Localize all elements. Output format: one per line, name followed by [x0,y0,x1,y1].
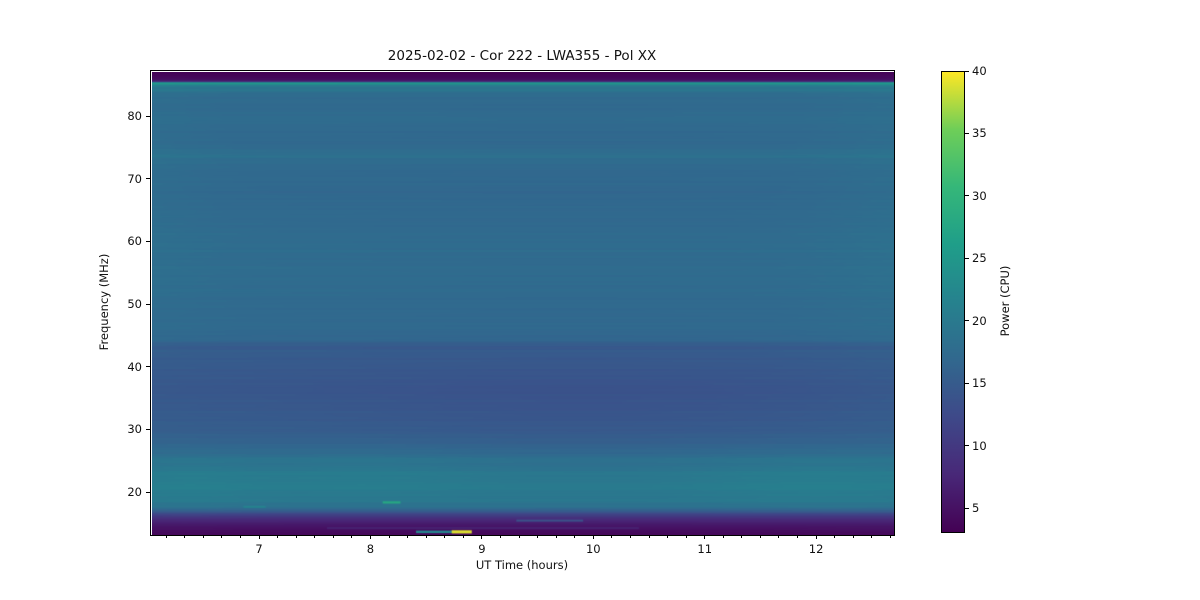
x-tick-label: 12 [808,542,824,556]
colorbar-tick-label: 25 [972,251,987,266]
y-major-tick [146,366,150,368]
x-minor-tick [165,535,167,538]
x-minor-tick [685,535,687,538]
x-minor-tick [629,535,631,538]
y-tick-label: 60 [127,234,142,249]
x-minor-tick [889,535,891,538]
colorbar-tick-label: 40 [972,64,987,78]
colorbar-tick [965,320,969,322]
y-tick-label: 40 [127,359,142,374]
y-tick-label: 20 [127,485,142,500]
colorbar-tick [965,132,969,134]
x-minor-tick [240,535,241,538]
spectrogram-heatmap [152,72,894,535]
y-major-tick [146,491,150,493]
x-minor-tick [332,535,334,538]
colorbar-tick-label: 35 [972,126,987,141]
x-tick-label: 9 [478,542,486,556]
x-minor-tick [295,535,297,538]
x-minor-tick [871,535,873,538]
x-minor-tick [425,535,427,538]
x-minor-tick [258,535,260,538]
x-tick-label: 10 [585,542,601,556]
x-minor-tick [648,535,650,538]
colorbar-tick [965,507,969,509]
colorbar-tick-label: 10 [972,438,987,453]
y-axis-label: Frequency (MHz) [97,253,111,351]
chart-title: 2025-02-02 - Cor 222 - LWA355 - Pol XX [387,48,657,64]
colorbar-tick [965,257,969,259]
y-tick-label: 80 [127,109,142,124]
x-minor-tick [202,535,204,538]
x-minor-tick [369,535,371,538]
y-major-tick [146,428,150,430]
colorbar-tick-label: 5 [972,501,980,516]
x-minor-tick [704,535,706,538]
x-minor-tick [722,535,724,538]
x-minor-tick [778,535,780,538]
y-tick-label: 50 [127,297,142,312]
y-major-tick [146,178,150,180]
x-minor-tick [537,535,539,538]
plot-area [150,70,895,536]
x-minor-tick [834,535,836,538]
colorbar-tick-label: 15 [972,376,987,391]
x-minor-tick [611,535,613,538]
x-minor-tick [407,535,409,538]
x-axis-label: UT Time (hours) [475,558,569,572]
x-minor-tick [815,535,817,538]
x-minor-tick [555,535,557,538]
x-minor-tick [574,535,576,538]
x-minor-tick [221,535,223,538]
colorbar-tick [965,195,969,197]
x-minor-tick [314,535,316,538]
x-minor-tick [351,535,353,538]
x-minor-tick [518,535,520,538]
x-minor-tick [741,535,743,538]
x-minor-tick [444,535,446,538]
x-minor-tick [592,535,594,538]
colorbar-tick-label: 30 [972,188,987,203]
y-major-tick [146,115,150,117]
colorbar-tick [965,70,969,72]
y-major-tick [146,303,150,305]
x-minor-tick [277,535,279,538]
colorbar-tick-label: 20 [972,313,987,328]
x-minor-tick [388,535,390,538]
x-tick-label: 11 [697,542,713,556]
y-tick-label: 70 [127,171,142,186]
x-minor-tick [759,535,761,538]
x-minor-tick [499,535,501,538]
colorbar-label: Power (CPU) [998,265,1012,337]
colorbar-tick [965,445,969,447]
colorbar-tick [965,382,969,384]
x-minor-tick [667,535,669,538]
x-minor-tick [797,535,799,538]
x-minor-tick [184,535,186,538]
x-tick-label: 8 [366,542,375,556]
x-minor-tick [852,535,854,538]
x-tick-label: 7 [255,542,263,556]
y-major-tick [146,240,150,242]
x-minor-tick [462,535,464,538]
y-tick-label: 30 [127,422,142,437]
x-minor-tick [481,535,483,538]
colorbar [941,71,965,533]
